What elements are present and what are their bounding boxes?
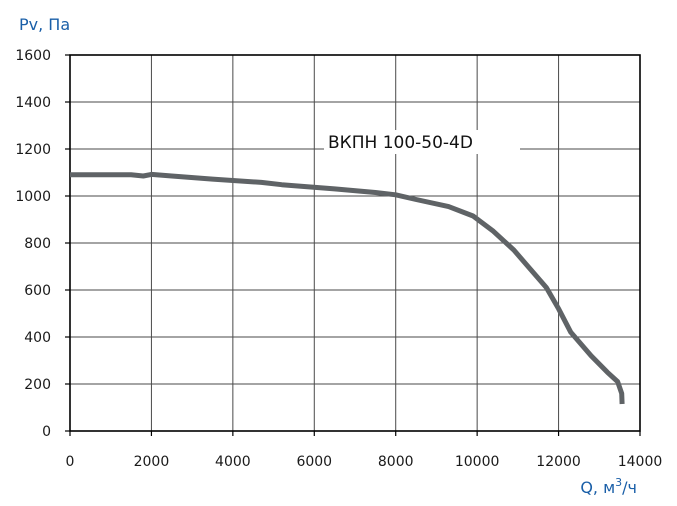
y-tick-label: 1400 <box>15 95 51 111</box>
y-tick-label: 0 <box>42 424 51 440</box>
x-tick-label: 8000 <box>378 454 414 470</box>
x-tick-label: 10000 <box>455 454 500 470</box>
x-tick-label: 12000 <box>536 454 581 470</box>
x-tick-label: 2000 <box>134 454 170 470</box>
series-label: ВКПН 100-50-4D <box>328 133 473 153</box>
y-tick-label: 1600 <box>15 48 51 64</box>
series-label-backdrop <box>324 130 520 154</box>
y-tick-label: 400 <box>24 330 51 346</box>
y-tick-label: 200 <box>24 377 51 393</box>
y-tick-labels: 0 200 400 600 800 1000 1200 1400 1600 <box>15 48 51 440</box>
series-group: ВКПН 100-50-4D <box>70 130 625 405</box>
y-tick-label: 1000 <box>15 189 51 205</box>
y-axis-title: Pv, Па <box>19 15 70 34</box>
horizontal-gridlines <box>65 54 640 432</box>
x-tick-label: 0 <box>66 454 75 470</box>
series-line <box>70 171 625 405</box>
x-tick-label: 14000 <box>618 454 663 470</box>
y-tick-label: 800 <box>24 236 51 252</box>
y-tick-label: 1200 <box>15 142 51 158</box>
x-tick-label: 4000 <box>215 454 251 470</box>
x-tick-label: 6000 <box>296 454 332 470</box>
plot-frame <box>69 54 641 432</box>
x-axis-title: Q, м3/ч <box>580 476 637 497</box>
y-tick-label: 600 <box>24 283 51 299</box>
x-tick-labels: 0 2000 4000 6000 8000 10000 12000 14000 <box>66 454 663 470</box>
vertical-gridlines <box>69 55 641 436</box>
